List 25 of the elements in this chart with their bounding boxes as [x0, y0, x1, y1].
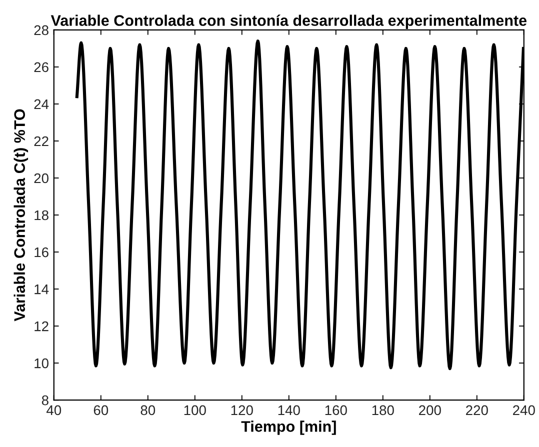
x-tick-label: 80 [140, 405, 156, 416]
x-tick-label: 100 [184, 405, 206, 416]
x-axis-title: Tiempo [min] [241, 420, 336, 435]
y-tick-label: 18 [34, 210, 48, 220]
y-tick-label: 24 [34, 99, 49, 110]
x-tick-label: 220 [466, 405, 488, 416]
x-tick-label: 60 [94, 405, 108, 416]
x-tick-label: 40 [46, 405, 62, 416]
y-tick-label: 8 [42, 395, 48, 406]
chart-title: Variable Controlada con sintonía desarrollada experimentalmente [50, 14, 527, 29]
y-tick-label: 12 [34, 321, 48, 332]
y-tick-label: 14 [34, 284, 49, 294]
y-tick-label: 10 [34, 358, 48, 368]
y-tick-label: 16 [34, 247, 48, 258]
x-tick-label: 180 [372, 405, 394, 416]
x-tick-label: 140 [278, 405, 300, 416]
y-tick-label: 26 [34, 62, 48, 72]
y-tick-label: 22 [34, 136, 48, 146]
x-tick-label: 160 [325, 405, 347, 416]
x-tick-label: 240 [513, 405, 535, 416]
y-tick-label: 20 [34, 173, 48, 184]
x-tick-label: 120 [231, 405, 253, 416]
x-tick-label: 200 [419, 405, 441, 416]
y-tick-label: 28 [34, 25, 48, 36]
y-axis-title: Variable Controlada C(t) %TO [14, 109, 28, 322]
